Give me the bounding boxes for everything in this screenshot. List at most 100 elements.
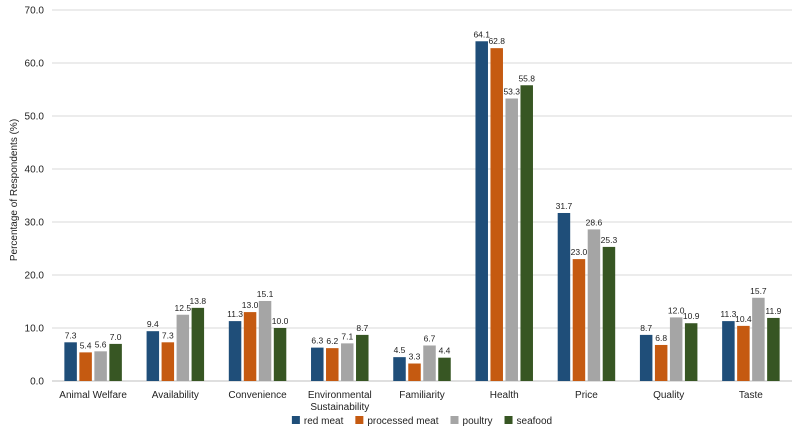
data-label: 10.0 bbox=[272, 316, 289, 326]
bar bbox=[505, 98, 518, 381]
bar bbox=[109, 343, 122, 381]
data-label: 62.8 bbox=[488, 36, 505, 46]
bar bbox=[722, 321, 735, 381]
x-category-label: Quality bbox=[653, 390, 684, 401]
bar bbox=[146, 331, 160, 381]
bar bbox=[243, 312, 257, 381]
bar bbox=[161, 342, 175, 381]
y-axis-label: Percentage of Respondents (%) bbox=[9, 119, 20, 261]
data-label: 11.3 bbox=[720, 309, 736, 319]
y-tick-label: 40.0 bbox=[25, 165, 45, 176]
data-label: 8.7 bbox=[640, 323, 652, 333]
data-label: 11.3 bbox=[227, 309, 243, 319]
data-label: 64.1 bbox=[473, 29, 490, 39]
legend-label: processed meat bbox=[367, 416, 438, 427]
data-label: 53.3 bbox=[503, 87, 520, 97]
legend-item: seafood bbox=[504, 416, 553, 427]
bar bbox=[258, 300, 272, 381]
data-labels: 7.35.4 5.67.09.47.312.513.811.313.015.110… bbox=[65, 29, 782, 361]
data-label: 15.1 bbox=[257, 289, 274, 299]
bar bbox=[572, 259, 586, 381]
data-label: 7.3 bbox=[162, 330, 174, 340]
bar bbox=[490, 48, 503, 381]
bar bbox=[684, 323, 698, 381]
data-label: 6.3 bbox=[311, 336, 323, 346]
legend-item: red meat bbox=[291, 416, 344, 427]
bar bbox=[341, 343, 354, 381]
data-label: 12.0 bbox=[668, 305, 685, 315]
bar bbox=[767, 317, 780, 381]
bar bbox=[438, 357, 451, 381]
x-category-label: Health bbox=[490, 390, 519, 401]
y-tick-label: 10.0 bbox=[25, 324, 45, 335]
data-label: 3.3 bbox=[409, 352, 421, 362]
bar bbox=[423, 345, 436, 381]
x-axis-categories: Animal Welfare Availability Convenience Env… bbox=[59, 390, 763, 413]
bar bbox=[557, 212, 571, 381]
data-label: 7.3 bbox=[65, 330, 77, 340]
data-label: 6.2 bbox=[326, 336, 338, 346]
legend-label: poultry bbox=[463, 416, 493, 427]
bar bbox=[64, 342, 77, 381]
x-category-label: Availability bbox=[152, 390, 199, 401]
x-category-label: Convenience bbox=[228, 390, 287, 401]
legend-swatch bbox=[355, 416, 364, 424]
bar bbox=[228, 321, 242, 381]
y-axis-ticks: 0.0 10.0 20.0 30.0 40.0 50.0 60.0 70.0 bbox=[25, 6, 45, 388]
bar bbox=[311, 347, 324, 381]
bar bbox=[408, 363, 421, 381]
legend-item: poultry bbox=[450, 416, 493, 427]
legend-item: processed meat bbox=[355, 416, 439, 427]
bar bbox=[520, 85, 533, 381]
data-label: 10.9 bbox=[683, 311, 700, 321]
data-label: 4.5 bbox=[394, 345, 406, 355]
bar bbox=[639, 334, 653, 381]
bar bbox=[326, 348, 339, 381]
bar bbox=[94, 351, 107, 381]
bar bbox=[654, 344, 668, 381]
data-label: 28.6 bbox=[586, 217, 603, 227]
data-label: 5.6 bbox=[95, 339, 107, 349]
y-tick-label: 70.0 bbox=[25, 6, 45, 17]
x-category-label: Taste bbox=[739, 390, 763, 401]
legend-label: seafood bbox=[517, 416, 553, 427]
legend-label: red meat bbox=[304, 416, 344, 427]
data-label: 31.7 bbox=[556, 201, 573, 211]
data-label: 7.0 bbox=[110, 332, 122, 342]
data-label: 8.7 bbox=[356, 323, 368, 333]
data-label: 13.0 bbox=[242, 300, 259, 310]
legend-swatch bbox=[291, 416, 300, 424]
data-label: 15.7 bbox=[750, 286, 767, 296]
bar bbox=[475, 41, 488, 382]
bar bbox=[602, 246, 616, 381]
data-label: 25.3 bbox=[601, 235, 618, 245]
bar bbox=[669, 317, 683, 381]
y-tick-label: 60.0 bbox=[25, 59, 45, 70]
y-tick-label: 20.0 bbox=[25, 271, 45, 282]
data-label: 5.4 bbox=[80, 340, 92, 350]
bar bbox=[737, 325, 750, 381]
data-label: 6.7 bbox=[424, 333, 436, 343]
data-label: 11.9 bbox=[765, 306, 781, 316]
data-label: 9.4 bbox=[147, 319, 159, 329]
gridlines bbox=[52, 9, 792, 382]
data-label: 6.8 bbox=[655, 333, 667, 343]
bar bbox=[176, 314, 190, 381]
bar bbox=[393, 357, 406, 381]
x-category-label: Animal Welfare bbox=[59, 390, 127, 401]
data-label: 23.0 bbox=[571, 247, 588, 257]
data-label: 7.1 bbox=[341, 331, 353, 341]
data-label: 10.4 bbox=[735, 314, 752, 324]
legend-swatch bbox=[450, 416, 459, 424]
bars bbox=[64, 41, 780, 382]
legend-swatch bbox=[504, 416, 513, 424]
data-label: 4.4 bbox=[439, 346, 451, 356]
data-label: 13.8 bbox=[190, 296, 207, 306]
bar bbox=[79, 352, 92, 381]
y-tick-label: 50.0 bbox=[25, 112, 45, 123]
bar bbox=[356, 334, 369, 381]
legend: red meat processed meat poultry seafood bbox=[291, 416, 553, 427]
data-label: 55.8 bbox=[518, 73, 535, 83]
data-label: 12.5 bbox=[175, 303, 192, 313]
